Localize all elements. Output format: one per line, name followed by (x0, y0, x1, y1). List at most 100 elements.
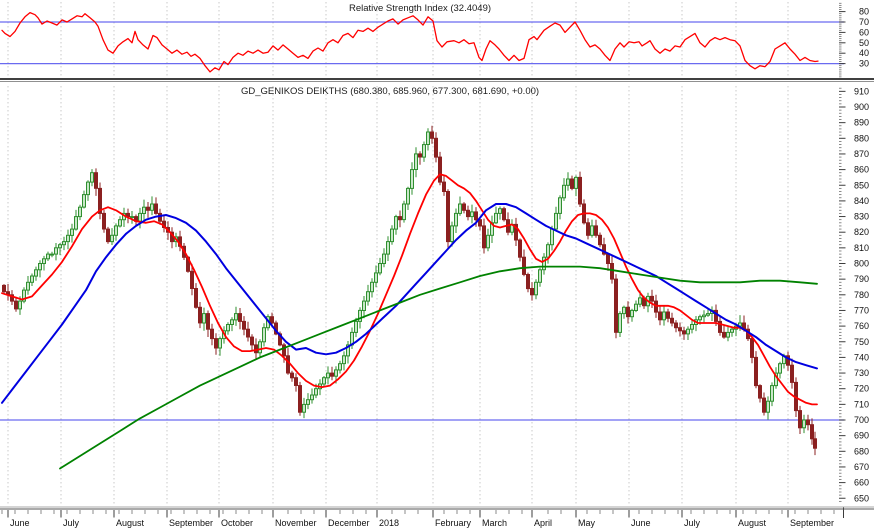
candle (762, 392, 766, 416)
candle-body-up (730, 328, 734, 333)
candle-body-down (666, 311, 670, 319)
rsi-line (1, 11, 819, 73)
candle-body-down (106, 228, 110, 243)
candle (398, 210, 402, 228)
candle-body-up (62, 241, 66, 246)
candle (262, 323, 266, 347)
candle-body-up (226, 324, 230, 332)
candle-body-down (762, 397, 766, 413)
candle (374, 265, 378, 288)
candle-body-up (622, 306, 626, 315)
ma-fast-line (1, 173, 818, 406)
candle (98, 182, 102, 220)
candle (670, 312, 674, 327)
candle (498, 206, 502, 220)
candle (198, 302, 202, 329)
candle-body-up (550, 228, 554, 246)
candle-body-up (326, 372, 330, 379)
candle-body-down (658, 311, 662, 321)
candle (418, 151, 422, 165)
hlines-layer (0, 21, 844, 421)
candle-body-down (418, 153, 422, 158)
candle (390, 225, 394, 245)
candle-body-up (370, 281, 374, 293)
x-axis-label: May (578, 518, 596, 528)
candle-body-down (813, 438, 817, 449)
candle (626, 301, 630, 324)
y-axis-label: 910 (854, 86, 869, 96)
candle-body-up (302, 403, 306, 413)
candle (582, 199, 586, 225)
candle-body-down (198, 306, 202, 324)
x-axis-label: December (328, 518, 370, 528)
candle (414, 147, 418, 178)
candle (718, 315, 722, 336)
candle (338, 360, 342, 374)
candle (790, 358, 794, 389)
candle-body-down (790, 364, 794, 383)
candle-body-up (366, 291, 370, 302)
candle (250, 334, 254, 350)
candle (406, 186, 410, 210)
candle (594, 219, 598, 238)
candle (378, 257, 382, 276)
candle-body-down (626, 306, 630, 318)
candle (618, 311, 622, 337)
candle (554, 206, 558, 231)
candle-body-up (346, 344, 350, 357)
x-axis-label: August (738, 518, 767, 528)
y-axis-label: 660 (854, 478, 869, 488)
y-axis-label: 840 (854, 196, 869, 206)
candle-body-up (562, 184, 566, 199)
series-layer (1, 11, 819, 470)
candle (590, 219, 594, 238)
x-axis-label: March (482, 518, 507, 528)
candle (482, 218, 486, 254)
candle-body-up (766, 400, 770, 413)
candle-body-down (94, 172, 98, 189)
candle (66, 229, 70, 250)
candle (366, 284, 370, 306)
y-axis-label: 690 (854, 431, 869, 441)
candle-body-up (630, 309, 634, 318)
candle (226, 322, 230, 335)
candle-body-up (130, 216, 134, 219)
candle-body-down (518, 239, 522, 258)
candle (10, 290, 14, 305)
candle (106, 226, 110, 244)
candle-body-down (678, 327, 682, 332)
candle-body-up (706, 313, 710, 316)
candle-body-down (578, 176, 582, 205)
candle-body-up (218, 338, 222, 349)
candle-series (2, 125, 817, 456)
candle (694, 316, 698, 332)
candle (530, 282, 534, 301)
candle (302, 397, 306, 419)
candle (114, 223, 118, 241)
candle (526, 272, 530, 293)
candle (454, 208, 458, 233)
grid-layer (7, 2, 789, 506)
candle (214, 333, 218, 355)
candle-body-up (414, 153, 418, 170)
panel-splitter[interactable] (0, 78, 874, 82)
candle (766, 396, 770, 420)
candle (78, 204, 82, 221)
y-axis-label: 900 (854, 102, 869, 112)
candle (722, 324, 726, 339)
candle (506, 212, 510, 236)
candle-body-up (802, 419, 806, 429)
candle-body-down (154, 203, 158, 214)
candle-body-up (58, 244, 62, 249)
candle-body-up (22, 289, 26, 302)
candle-body-up (110, 234, 114, 243)
y-axis-label: 650 (854, 493, 869, 503)
candle-body-up (338, 363, 342, 371)
candle (46, 251, 50, 261)
candle-body-up (410, 169, 414, 189)
candle-body-up (90, 172, 94, 183)
candle (206, 310, 210, 337)
x-axis-label: August (116, 518, 145, 528)
candle-body-down (606, 253, 610, 265)
x-axis-label: July (684, 518, 701, 528)
